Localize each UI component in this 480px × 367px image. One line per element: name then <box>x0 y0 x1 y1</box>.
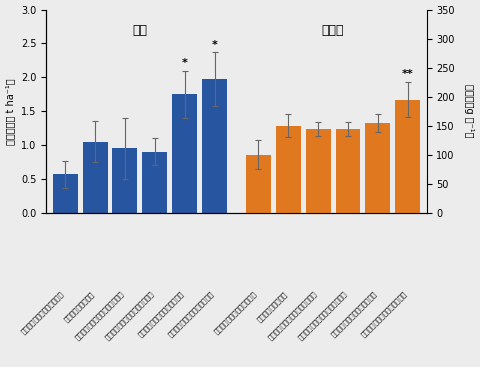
Bar <box>203 79 228 213</box>
Bar <box>396 99 420 213</box>
Text: *: * <box>212 40 218 50</box>
Bar <box>306 129 331 213</box>
Text: 全面耕起マメ科混作: 全面耕起マメ科混作 <box>255 290 288 323</box>
Bar <box>365 123 390 213</box>
Bar <box>172 94 197 213</box>
Text: 収量: 収量 <box>132 25 147 37</box>
Bar <box>143 152 168 213</box>
Bar <box>336 129 360 213</box>
Text: 部分耕起（混穴）有機物マルチ: 部分耕起（混穴）有機物マルチ <box>360 290 408 338</box>
Text: 全面耕起マメ科混作: 全面耕起マメ科混作 <box>62 290 95 323</box>
Text: 部分耕起（混测）サツマイモ混作: 部分耕起（混测）サツマイモ混作 <box>74 290 125 341</box>
Text: 部分耕起（混穴）サツマイモ混作: 部分耕起（混穴）サツマイモ混作 <box>297 290 348 341</box>
Text: 部分耕起（混测）サツマイモ混作: 部分耕起（混测）サツマイモ混作 <box>267 290 318 341</box>
Text: 一個重: 一個重 <box>322 25 344 37</box>
Text: 全面耕起マルチ無し（標行）: 全面耕起マルチ無し（標行） <box>20 290 65 335</box>
Text: **: ** <box>402 69 414 79</box>
Bar <box>112 149 137 213</box>
Text: 全面耕起マルチ無し（標行）: 全面耕起マルチ無し（標行） <box>213 290 258 335</box>
Text: 部分耕起（混穴）サツマイモ混作: 部分耕起（混穴）サツマイモ混作 <box>104 290 155 341</box>
Bar <box>83 142 108 213</box>
Text: 部分耕起（混穴）有機物マルチ: 部分耕起（混穴）有機物マルチ <box>167 290 215 338</box>
Text: 部分耕起（混测）有機物マルチ: 部分耕起（混测）有機物マルチ <box>137 290 185 338</box>
Bar <box>246 155 271 213</box>
Text: 部分耕起（混测）有機物マルチ: 部分耕起（混测）有機物マルチ <box>330 290 378 338</box>
Text: *: * <box>182 58 188 68</box>
Bar <box>276 126 300 213</box>
Bar <box>53 174 78 213</box>
Y-axis label: 収量（乾物 t ha⁻¹）: 収量（乾物 t ha⁻¹） <box>6 78 15 145</box>
Y-axis label: 一個重（g 個⁻¹）: 一個重（g 個⁻¹） <box>465 84 474 138</box>
